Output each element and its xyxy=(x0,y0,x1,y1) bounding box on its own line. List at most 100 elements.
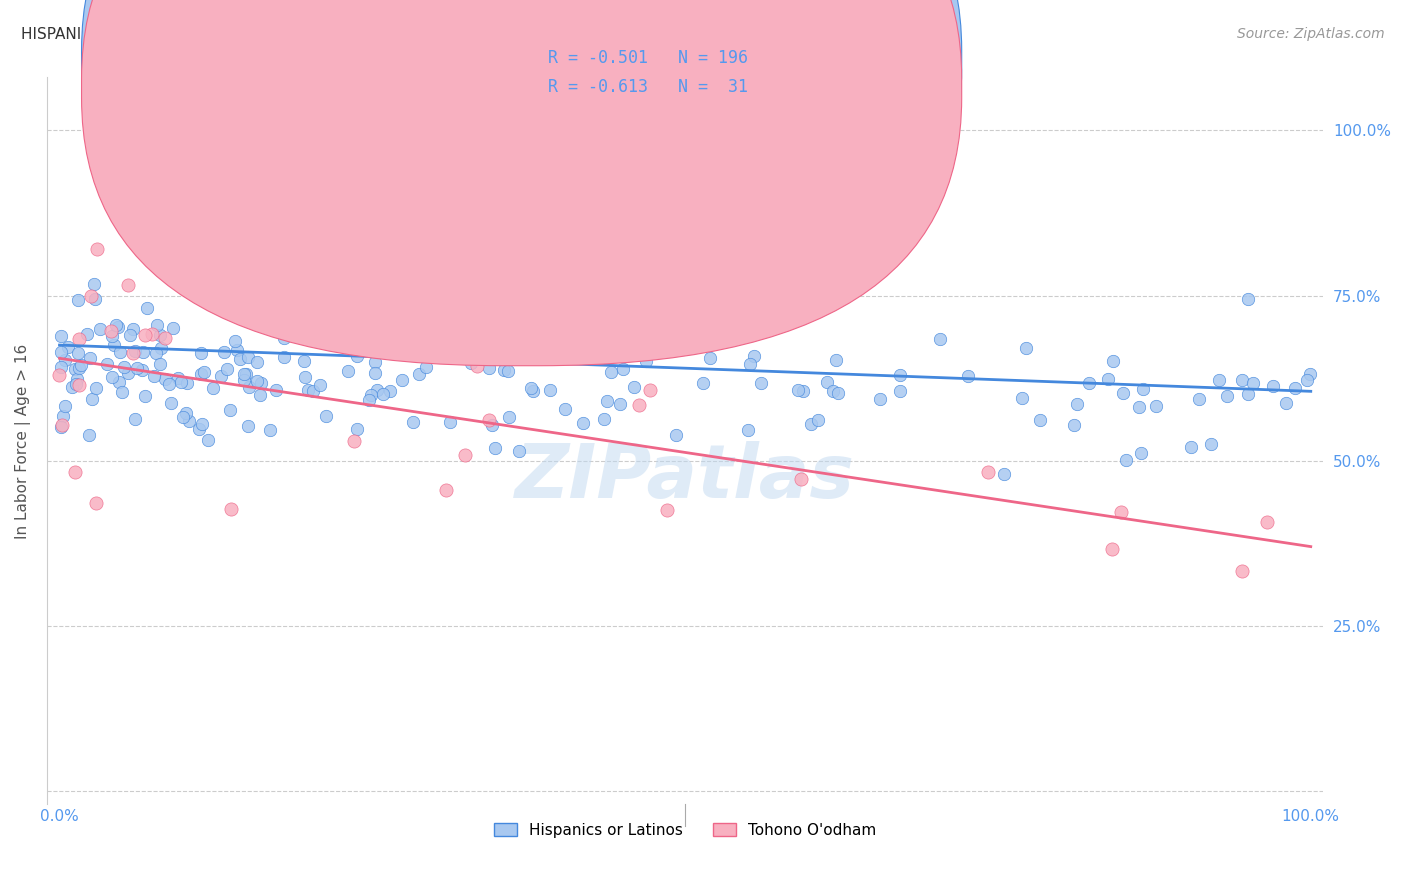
Point xyxy=(343,434,366,448)
Point xyxy=(63,362,86,376)
Point xyxy=(1208,373,1230,387)
Point xyxy=(357,392,380,407)
Point xyxy=(498,409,520,424)
Point xyxy=(52,409,75,424)
Point xyxy=(122,322,145,336)
Point xyxy=(65,465,87,479)
Point xyxy=(336,363,359,377)
Point xyxy=(103,338,125,352)
Point xyxy=(623,380,645,394)
Point xyxy=(66,293,89,307)
Point xyxy=(77,428,100,442)
Point xyxy=(84,496,107,510)
Point xyxy=(131,344,153,359)
Point xyxy=(236,419,259,434)
Point xyxy=(153,331,176,345)
Point xyxy=(190,417,212,431)
Point xyxy=(188,422,211,436)
Point xyxy=(232,367,254,381)
Point xyxy=(815,375,838,389)
Point xyxy=(792,384,814,399)
Point xyxy=(465,359,488,373)
Point xyxy=(49,420,72,434)
Point xyxy=(1215,389,1237,403)
Point xyxy=(478,361,501,376)
Point xyxy=(627,398,650,412)
Point xyxy=(596,324,619,338)
Point xyxy=(1063,417,1085,432)
Point xyxy=(522,384,544,399)
Legend: Hispanics or Latinos, Tohono O'odham: Hispanics or Latinos, Tohono O'odham xyxy=(488,817,883,844)
Point xyxy=(627,340,650,354)
Point xyxy=(363,355,385,369)
Point xyxy=(640,383,662,397)
Point xyxy=(79,351,101,366)
Point xyxy=(692,376,714,390)
Point xyxy=(246,374,269,388)
Point xyxy=(66,372,89,386)
Point xyxy=(415,359,437,374)
Point xyxy=(600,365,623,379)
Point xyxy=(246,355,269,369)
Point xyxy=(634,353,657,368)
Point xyxy=(226,343,249,357)
Point xyxy=(273,351,295,365)
Point xyxy=(360,294,382,309)
Point xyxy=(335,314,357,328)
Point xyxy=(110,345,132,359)
Point xyxy=(790,472,813,486)
Point xyxy=(67,332,90,346)
Point xyxy=(481,417,503,432)
Point xyxy=(250,376,273,391)
Point xyxy=(434,334,457,348)
Point xyxy=(49,359,72,374)
Point xyxy=(86,242,108,256)
Point xyxy=(145,346,167,360)
Point xyxy=(235,368,257,382)
Point xyxy=(162,321,184,335)
Point xyxy=(125,360,148,375)
Point xyxy=(135,301,157,315)
Point xyxy=(1261,379,1284,393)
Point xyxy=(1299,368,1322,382)
Point xyxy=(508,443,530,458)
Point xyxy=(699,351,721,366)
Point xyxy=(889,368,911,382)
Point xyxy=(1274,396,1296,410)
Point xyxy=(1109,506,1132,520)
Point xyxy=(486,336,509,351)
Point xyxy=(117,366,139,380)
Point xyxy=(434,483,457,497)
Point xyxy=(1241,376,1264,390)
Point xyxy=(302,384,325,398)
Point xyxy=(1077,376,1099,390)
Point xyxy=(1066,397,1088,411)
Point xyxy=(101,329,124,343)
Point xyxy=(1236,292,1258,306)
Point xyxy=(51,418,73,433)
Point xyxy=(1188,392,1211,407)
Point xyxy=(454,448,477,462)
Point xyxy=(824,352,846,367)
Point xyxy=(190,346,212,360)
Point xyxy=(214,345,236,359)
Point xyxy=(66,345,89,359)
Point xyxy=(176,376,198,390)
Point xyxy=(384,322,406,336)
Point xyxy=(49,345,72,359)
Point xyxy=(484,441,506,455)
Point xyxy=(538,384,561,398)
Point xyxy=(108,375,131,389)
Text: ZIPatlas: ZIPatlas xyxy=(515,441,855,514)
Point xyxy=(364,366,387,380)
Point xyxy=(76,326,98,341)
Point xyxy=(172,410,194,425)
Point xyxy=(869,392,891,407)
Point xyxy=(193,365,215,379)
Point xyxy=(224,334,246,348)
Text: R = -0.501   N = 196: R = -0.501 N = 196 xyxy=(548,49,748,67)
Point xyxy=(134,388,156,402)
Point xyxy=(1011,391,1033,405)
Point xyxy=(596,394,619,409)
Point xyxy=(1102,354,1125,368)
